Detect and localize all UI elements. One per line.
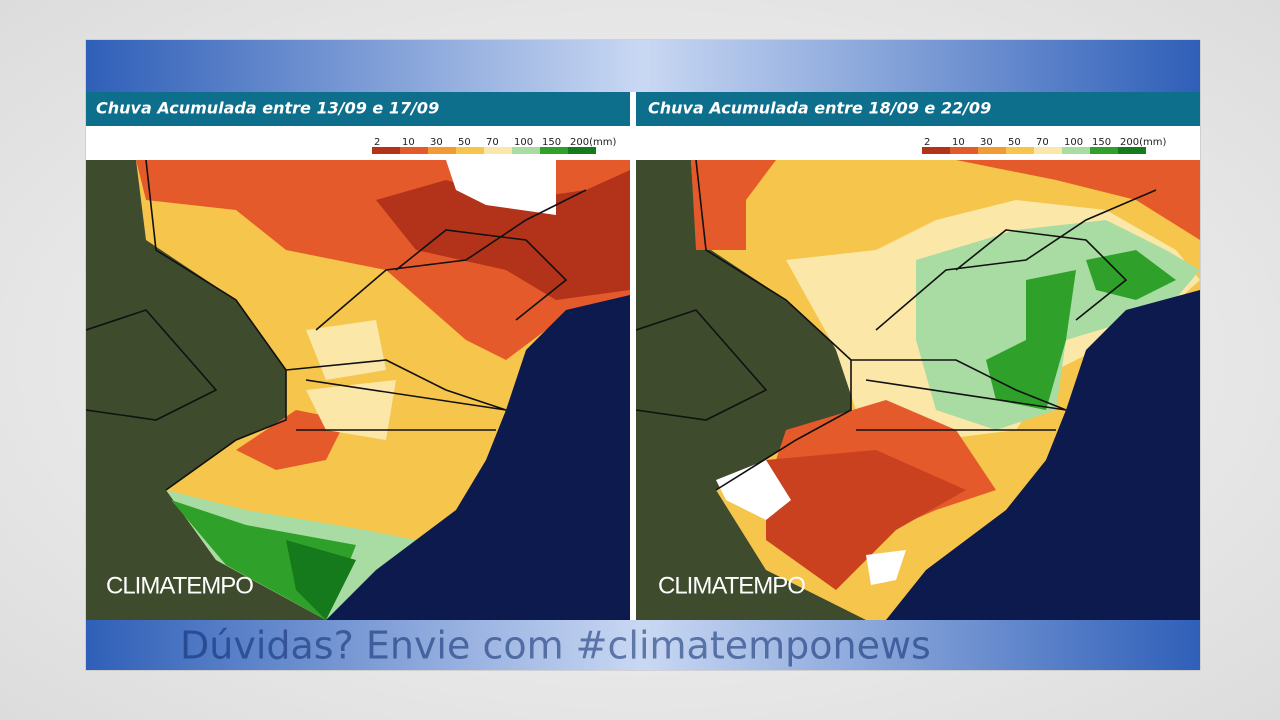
panel-left: Chuva Acumulada entre 13/09 e 17/09 2 10 3… xyxy=(86,92,630,620)
legend: 2 10 30 50 70 100 150 200(mm) xyxy=(374,137,616,148)
legend-label: 150 xyxy=(542,137,561,148)
legend-label: 10 xyxy=(952,137,965,148)
legend: 2 10 30 50 70 100 150 200(mm) xyxy=(924,137,1166,148)
footer-text: Dúvidas? Envie com #climatemponews xyxy=(180,624,931,668)
rain-map xyxy=(86,160,630,620)
top-band xyxy=(86,40,1200,92)
legend-label: 10 xyxy=(402,137,415,148)
legend-label: 2 xyxy=(924,137,930,148)
legend-label: 200(mm) xyxy=(570,137,616,148)
legend-label: 50 xyxy=(1008,137,1021,148)
legend-label: 30 xyxy=(430,137,443,148)
panel-right: Chuva Acumulada entre 18/09 e 22/09 2 10 3… xyxy=(636,92,1200,620)
legend-label: 100 xyxy=(514,137,533,148)
rain-map xyxy=(636,160,1200,620)
panel-title: Chuva Acumulada entre 13/09 e 17/09 xyxy=(96,99,439,118)
legend-strip xyxy=(636,126,1200,160)
logo: CLIMATEMPO xyxy=(658,572,805,599)
panel-title: Chuva Acumulada entre 18/09 e 22/09 xyxy=(648,99,991,118)
title-bar xyxy=(636,92,1200,126)
legend-label: 200(mm) xyxy=(1120,137,1166,148)
legend-label: 50 xyxy=(458,137,471,148)
logo: CLIMATEMPO xyxy=(106,572,253,599)
legend-label: 70 xyxy=(486,137,499,148)
legend-label: 100 xyxy=(1064,137,1083,148)
legend-label: 2 xyxy=(374,137,380,148)
legend-label: 30 xyxy=(980,137,993,148)
legend-label: 150 xyxy=(1092,137,1111,148)
bottom-band xyxy=(86,620,1200,670)
legend-label: 70 xyxy=(1036,137,1049,148)
title-bar xyxy=(86,92,630,126)
legend-strip xyxy=(86,126,630,160)
